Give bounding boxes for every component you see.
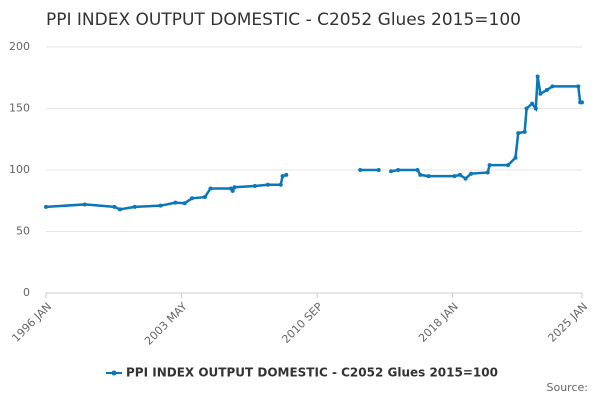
point [44, 204, 48, 209]
x-tick-label: 2018 JAN [416, 300, 461, 345]
point [522, 129, 527, 134]
point [252, 183, 257, 188]
point [278, 182, 283, 187]
y-tick-label: 100 [9, 163, 30, 176]
point [208, 186, 213, 191]
point [538, 91, 543, 96]
point [280, 174, 285, 179]
point [487, 163, 492, 168]
point [426, 174, 431, 179]
point [535, 74, 540, 79]
point [485, 170, 490, 175]
point [463, 176, 468, 181]
point [516, 131, 521, 136]
point [530, 101, 535, 106]
point [376, 168, 381, 172]
x-tick-label: 1996 JAN [9, 300, 54, 345]
y-tick-label: 150 [9, 102, 30, 115]
x-tick-label: 2025 JAN [545, 300, 590, 345]
point [533, 106, 538, 111]
point [389, 169, 394, 174]
point [284, 172, 289, 177]
point [580, 100, 584, 105]
point [469, 171, 474, 176]
point [132, 204, 137, 209]
point [524, 106, 529, 111]
y-tick-label: 50 [16, 225, 30, 238]
y-tick-label: 0 [23, 286, 30, 299]
point [232, 185, 237, 190]
point [506, 163, 511, 168]
legend-marker [111, 370, 117, 376]
point [452, 174, 457, 179]
point [576, 84, 581, 89]
legend-label: PPI INDEX OUTPUT DOMESTIC - C2052 Glues … [126, 366, 498, 380]
point [230, 188, 235, 193]
point [544, 88, 549, 93]
point [265, 182, 270, 187]
point [550, 84, 555, 89]
point [202, 195, 207, 200]
point [458, 172, 463, 177]
point [415, 168, 420, 172]
point [158, 203, 163, 208]
point [82, 202, 87, 207]
point [418, 172, 423, 177]
point [173, 200, 178, 205]
point [190, 196, 195, 201]
x-tick-label: 2003 MAY [142, 300, 190, 348]
y-tick-label: 200 [9, 40, 30, 53]
point [112, 204, 117, 209]
point [396, 168, 401, 172]
x-tick-label: 2010 SEP [279, 300, 325, 346]
chart-title: PPI INDEX OUTPUT DOMESTIC - C2052 Glues … [46, 10, 521, 30]
source: Source: [547, 381, 589, 394]
point [358, 168, 363, 172]
line [45, 76, 582, 211]
point [182, 201, 187, 206]
point [513, 155, 518, 160]
point [117, 207, 122, 212]
